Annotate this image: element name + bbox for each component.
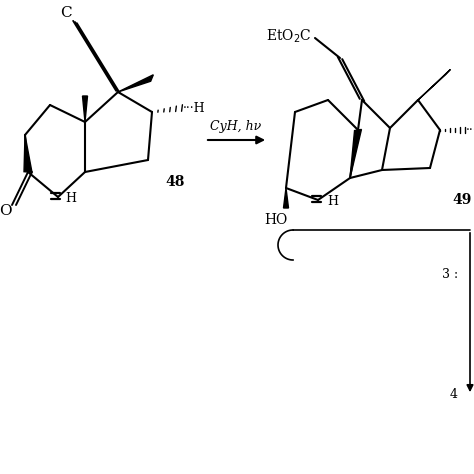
Text: ···H: ···H (183, 101, 206, 115)
Text: H: H (65, 191, 76, 204)
Text: 4: 4 (450, 389, 458, 401)
Text: 3 :: 3 : (442, 268, 458, 282)
Polygon shape (350, 129, 362, 178)
Text: C: C (60, 6, 72, 20)
Polygon shape (283, 188, 289, 208)
Text: 48: 48 (165, 175, 184, 189)
Polygon shape (118, 75, 153, 92)
Text: O: O (0, 204, 11, 218)
Text: H: H (327, 194, 338, 208)
Text: HO: HO (264, 213, 288, 227)
Polygon shape (24, 135, 32, 173)
Polygon shape (82, 96, 88, 122)
Polygon shape (418, 70, 450, 100)
Text: ···H: ···H (466, 124, 474, 137)
Text: EtO$_2$C: EtO$_2$C (266, 27, 312, 45)
Text: 49: 49 (452, 193, 471, 207)
Text: CyH, hν: CyH, hν (210, 119, 262, 133)
